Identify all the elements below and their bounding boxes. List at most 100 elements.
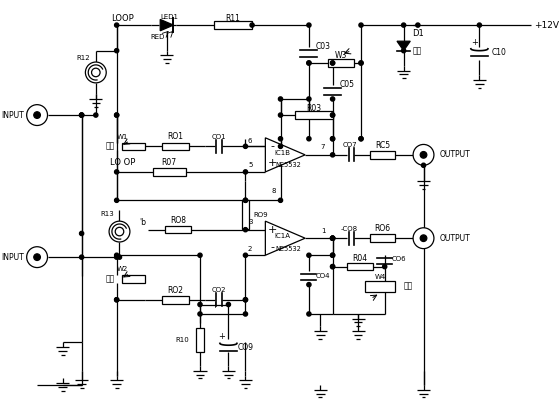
Text: W2: W2 xyxy=(117,265,128,272)
Circle shape xyxy=(115,170,119,174)
Circle shape xyxy=(330,253,335,258)
Text: 7: 7 xyxy=(321,144,325,150)
Circle shape xyxy=(79,255,84,259)
Circle shape xyxy=(413,145,434,165)
Circle shape xyxy=(243,298,248,302)
Text: R11: R11 xyxy=(226,14,240,23)
Circle shape xyxy=(79,232,84,236)
Circle shape xyxy=(278,198,283,202)
Circle shape xyxy=(359,23,363,27)
Text: CO9: CO9 xyxy=(238,343,254,351)
Circle shape xyxy=(330,113,335,117)
Circle shape xyxy=(243,227,248,232)
Circle shape xyxy=(307,253,311,258)
Circle shape xyxy=(330,236,335,240)
Text: RO2: RO2 xyxy=(167,286,183,295)
Circle shape xyxy=(330,113,335,117)
Text: R13: R13 xyxy=(100,211,114,217)
Bar xyxy=(162,296,188,304)
Circle shape xyxy=(416,23,420,27)
Text: INPUT: INPUT xyxy=(1,253,24,262)
Circle shape xyxy=(226,302,230,307)
Text: C10: C10 xyxy=(492,48,506,57)
Text: R04: R04 xyxy=(353,254,368,262)
Circle shape xyxy=(401,49,406,53)
Circle shape xyxy=(243,144,248,148)
Circle shape xyxy=(115,113,119,117)
Text: 音调: 音调 xyxy=(404,281,413,290)
Circle shape xyxy=(359,61,363,65)
Text: CO7: CO7 xyxy=(342,143,357,148)
Circle shape xyxy=(243,198,248,202)
Circle shape xyxy=(198,312,202,316)
Text: 8: 8 xyxy=(271,188,276,194)
Circle shape xyxy=(359,137,363,141)
Circle shape xyxy=(79,113,84,117)
Circle shape xyxy=(420,152,427,158)
Circle shape xyxy=(243,312,248,316)
Circle shape xyxy=(115,298,119,302)
Circle shape xyxy=(243,253,248,258)
Circle shape xyxy=(307,23,311,27)
Circle shape xyxy=(243,298,248,302)
Text: NE5532: NE5532 xyxy=(275,162,301,168)
Circle shape xyxy=(34,254,40,260)
Bar xyxy=(153,168,186,176)
Polygon shape xyxy=(160,19,173,31)
Circle shape xyxy=(243,198,248,202)
Text: LED1: LED1 xyxy=(160,14,179,20)
Circle shape xyxy=(243,170,248,174)
Text: NE5532: NE5532 xyxy=(275,246,301,252)
Text: C05: C05 xyxy=(339,80,354,89)
Text: RO1: RO1 xyxy=(167,132,183,141)
Text: +: + xyxy=(267,225,277,235)
Text: 3: 3 xyxy=(248,219,253,225)
Circle shape xyxy=(330,97,335,101)
Text: +: + xyxy=(211,301,217,310)
Text: CO1: CO1 xyxy=(212,134,226,140)
Circle shape xyxy=(94,113,98,117)
Text: 1: 1 xyxy=(321,227,325,234)
Text: LOOP: LOOP xyxy=(111,14,134,23)
Text: 6: 6 xyxy=(248,138,253,144)
Text: 音量: 音量 xyxy=(106,142,115,151)
Circle shape xyxy=(330,253,335,258)
Circle shape xyxy=(401,23,406,27)
Text: OUTPUT: OUTPUT xyxy=(439,150,470,159)
Text: D1: D1 xyxy=(412,29,424,38)
Text: +: + xyxy=(471,37,478,47)
Circle shape xyxy=(86,62,106,83)
Circle shape xyxy=(477,23,481,27)
Circle shape xyxy=(250,23,254,27)
Text: +12V: +12V xyxy=(534,21,559,30)
Circle shape xyxy=(115,23,119,27)
Circle shape xyxy=(198,253,202,258)
Text: CO2: CO2 xyxy=(212,287,226,293)
Text: 5: 5 xyxy=(248,162,252,168)
Circle shape xyxy=(115,198,119,202)
Circle shape xyxy=(27,247,48,267)
Circle shape xyxy=(330,236,335,240)
Circle shape xyxy=(330,236,335,240)
Text: -CO8: -CO8 xyxy=(341,226,358,232)
Circle shape xyxy=(117,255,121,259)
Circle shape xyxy=(307,283,311,287)
Circle shape xyxy=(330,61,335,65)
Circle shape xyxy=(79,113,84,117)
Bar xyxy=(365,281,395,292)
Text: RO8: RO8 xyxy=(170,216,186,225)
Text: 'b: 'b xyxy=(140,218,146,227)
Circle shape xyxy=(330,61,335,65)
Circle shape xyxy=(359,137,363,141)
Text: W3: W3 xyxy=(335,51,347,60)
Text: RO9: RO9 xyxy=(253,211,268,218)
Text: CO4: CO4 xyxy=(315,273,330,279)
Circle shape xyxy=(359,61,363,65)
Circle shape xyxy=(115,49,119,53)
Circle shape xyxy=(330,153,335,157)
Bar xyxy=(347,263,373,270)
Polygon shape xyxy=(397,41,410,51)
Text: IC1B: IC1B xyxy=(274,150,290,156)
Text: R07: R07 xyxy=(161,158,176,167)
Circle shape xyxy=(115,253,119,258)
